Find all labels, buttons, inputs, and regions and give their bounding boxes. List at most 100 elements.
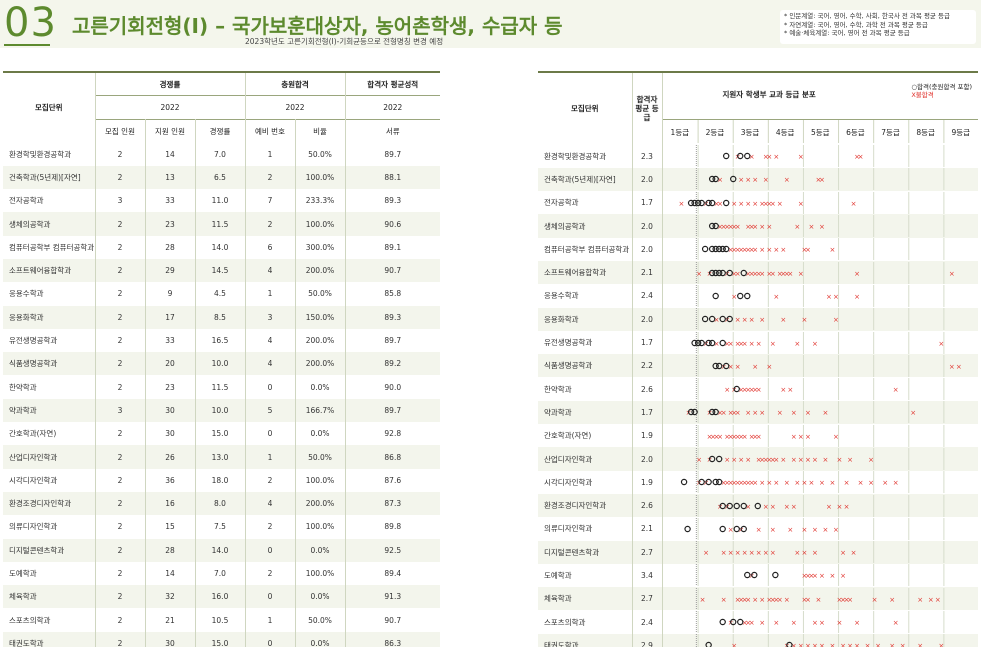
fail-mark: × bbox=[745, 619, 751, 627]
col-dept-header: 모집단위 bbox=[3, 71, 96, 143]
table-row: 응용수학과 2.4 × × × × × bbox=[538, 284, 978, 308]
fail-mark: × bbox=[811, 549, 817, 557]
fail-mark: × bbox=[797, 270, 803, 278]
pass-mark bbox=[697, 479, 705, 486]
fail-mark: × bbox=[766, 153, 772, 161]
fail-mark: × bbox=[759, 316, 765, 324]
fail-mark: × bbox=[738, 200, 744, 208]
fail-mark: × bbox=[804, 409, 810, 417]
fail-mark: × bbox=[727, 363, 733, 371]
ratio-cell: 13.0 bbox=[195, 445, 246, 469]
quota-cell: 2 bbox=[95, 561, 146, 586]
table-row: 스포츠의학과 2.4 × × × × × × × × × × × × bbox=[538, 610, 978, 634]
fail-mark: × bbox=[727, 433, 733, 441]
grade-tick-label: 8등급 bbox=[916, 128, 935, 137]
table-row: 유전생명공학과 2 33 16.5 4 200.0% 89.7 bbox=[3, 328, 441, 353]
pass-mark bbox=[708, 339, 715, 346]
waitlist-cell: 3 bbox=[245, 305, 296, 329]
avg-grade-cell: 1.7 bbox=[632, 191, 663, 215]
ratio-cell: 15.0 bbox=[195, 631, 246, 647]
pass-mark bbox=[711, 409, 719, 416]
table-row: 소프트웨어융합학과 2 29 14.5 4 200.0% 90.7 bbox=[3, 258, 441, 283]
dept-cell: 응용수학과 bbox=[538, 284, 633, 308]
pass-mark bbox=[718, 269, 726, 276]
fail-mark: × bbox=[748, 479, 754, 487]
fail-mark: × bbox=[745, 200, 751, 208]
distribution-row-svg: ×××××××××××××× bbox=[695, 215, 944, 238]
ratio-cell: 15.0 bbox=[195, 422, 246, 446]
distribution-cell: × × × × × × × × × × × × × × × bbox=[662, 400, 978, 425]
fail-mark: × bbox=[840, 549, 846, 557]
fail-mark: × bbox=[773, 596, 779, 604]
avg-grade-cell: 2.0 bbox=[632, 447, 663, 471]
avg-grade-cell: 2.0 bbox=[632, 167, 663, 192]
pass-mark bbox=[771, 572, 779, 579]
col-ratio-header: 경쟁률 bbox=[195, 118, 246, 143]
fail-mark: × bbox=[769, 526, 775, 534]
doc-cell: 90.7 bbox=[345, 608, 441, 632]
distribution-row-svg: × × ×××× × × ×××× × ×× × ×××× × × × × × bbox=[695, 587, 944, 610]
fail-mark: × bbox=[741, 340, 747, 348]
quota-cell: 2 bbox=[95, 328, 146, 353]
fail-mark: × bbox=[833, 293, 839, 301]
fail-mark: × bbox=[745, 503, 751, 511]
table-row: 디지털콘텐츠학과 2.7 × × × × × × × × × × × × × × bbox=[538, 540, 978, 564]
doc-cell: 90.6 bbox=[345, 212, 441, 236]
dept-cell: 한약학과 bbox=[538, 377, 633, 401]
distribution-cell: × × × × × × × × × bbox=[662, 517, 978, 541]
table-row: 약과학과 3 30 10.0 5 166.7% 89.7 bbox=[3, 398, 441, 423]
fail-mark: × bbox=[826, 503, 832, 511]
waitlist-cell: 0 bbox=[245, 375, 296, 399]
pass-mark bbox=[736, 152, 743, 160]
fail-mark: × bbox=[794, 549, 800, 557]
fail-mark: × bbox=[934, 596, 940, 604]
dept-cell: 의류디자인학과 bbox=[3, 515, 96, 539]
pass-mark bbox=[690, 409, 698, 416]
pass-mark bbox=[740, 502, 747, 509]
fail-mark: × bbox=[752, 409, 758, 417]
dept-cell: 도예학과 bbox=[3, 561, 96, 586]
waitlist-cell: 4 bbox=[245, 328, 296, 353]
doc-cell: 85.8 bbox=[345, 282, 441, 306]
distribution-cell: × × × × × × × × × × × × × × × × × × × × × × × × × × bbox=[662, 470, 978, 494]
fail-mark: × bbox=[713, 340, 719, 348]
pass-mark bbox=[708, 176, 715, 183]
ratio-cell: 8.0 bbox=[195, 491, 246, 516]
table-row: 응용화학과 2.0 × × × × × × × × × bbox=[538, 307, 978, 331]
pass-mark bbox=[718, 618, 726, 626]
avg-grade-cell: 2.1 bbox=[632, 260, 663, 285]
ratio-cell: 18.0 bbox=[195, 468, 246, 492]
fail-mark: × bbox=[745, 386, 751, 394]
fail-mark: × bbox=[804, 246, 810, 254]
fail-mark: × bbox=[783, 479, 789, 487]
doc-cell: 89.3 bbox=[345, 305, 441, 329]
fail-mark: × bbox=[804, 572, 810, 580]
distribution-cell: × × × × × × × × × × × bbox=[662, 377, 978, 401]
fail-mark: × bbox=[948, 363, 954, 371]
fail-mark: × bbox=[938, 340, 944, 348]
grade-axis-svg: 1등급 2등급 3등급 4등급 5등급 6등급 7등급 8등급 9등급 bbox=[670, 119, 970, 143]
doc-cell: 89.3 bbox=[345, 189, 441, 213]
fail-mark: × bbox=[766, 479, 772, 487]
quota-cell: 2 bbox=[95, 235, 146, 259]
grade-tick-label: 1등급 bbox=[670, 128, 689, 137]
fail-mark: × bbox=[801, 526, 807, 534]
doc-cell: 87.3 bbox=[345, 491, 441, 516]
pass-mark bbox=[704, 641, 712, 647]
fail-mark: × bbox=[717, 200, 723, 208]
fail-mark: × bbox=[783, 503, 789, 511]
table-row: 시각디자인학과 1.9 × × × × × × × × × × × × × × × × × × × × × × × × × × bbox=[538, 470, 978, 494]
doc-cell: 86.3 bbox=[345, 631, 441, 647]
rate-cell: 200.0% bbox=[295, 352, 346, 376]
fail-mark: × bbox=[755, 386, 761, 394]
quota-cell: 2 bbox=[95, 212, 146, 236]
waitlist-cell: 4 bbox=[245, 352, 296, 376]
rate-cell: 50.0% bbox=[295, 142, 346, 166]
fail-mark: × bbox=[829, 479, 835, 487]
fail-mark: × bbox=[755, 456, 761, 464]
fail-mark: × bbox=[762, 176, 768, 184]
fail-mark: × bbox=[840, 596, 846, 604]
fail-mark: × bbox=[752, 433, 758, 441]
rate-cell: 50.0% bbox=[295, 282, 346, 306]
fail-mark: × bbox=[769, 549, 775, 557]
